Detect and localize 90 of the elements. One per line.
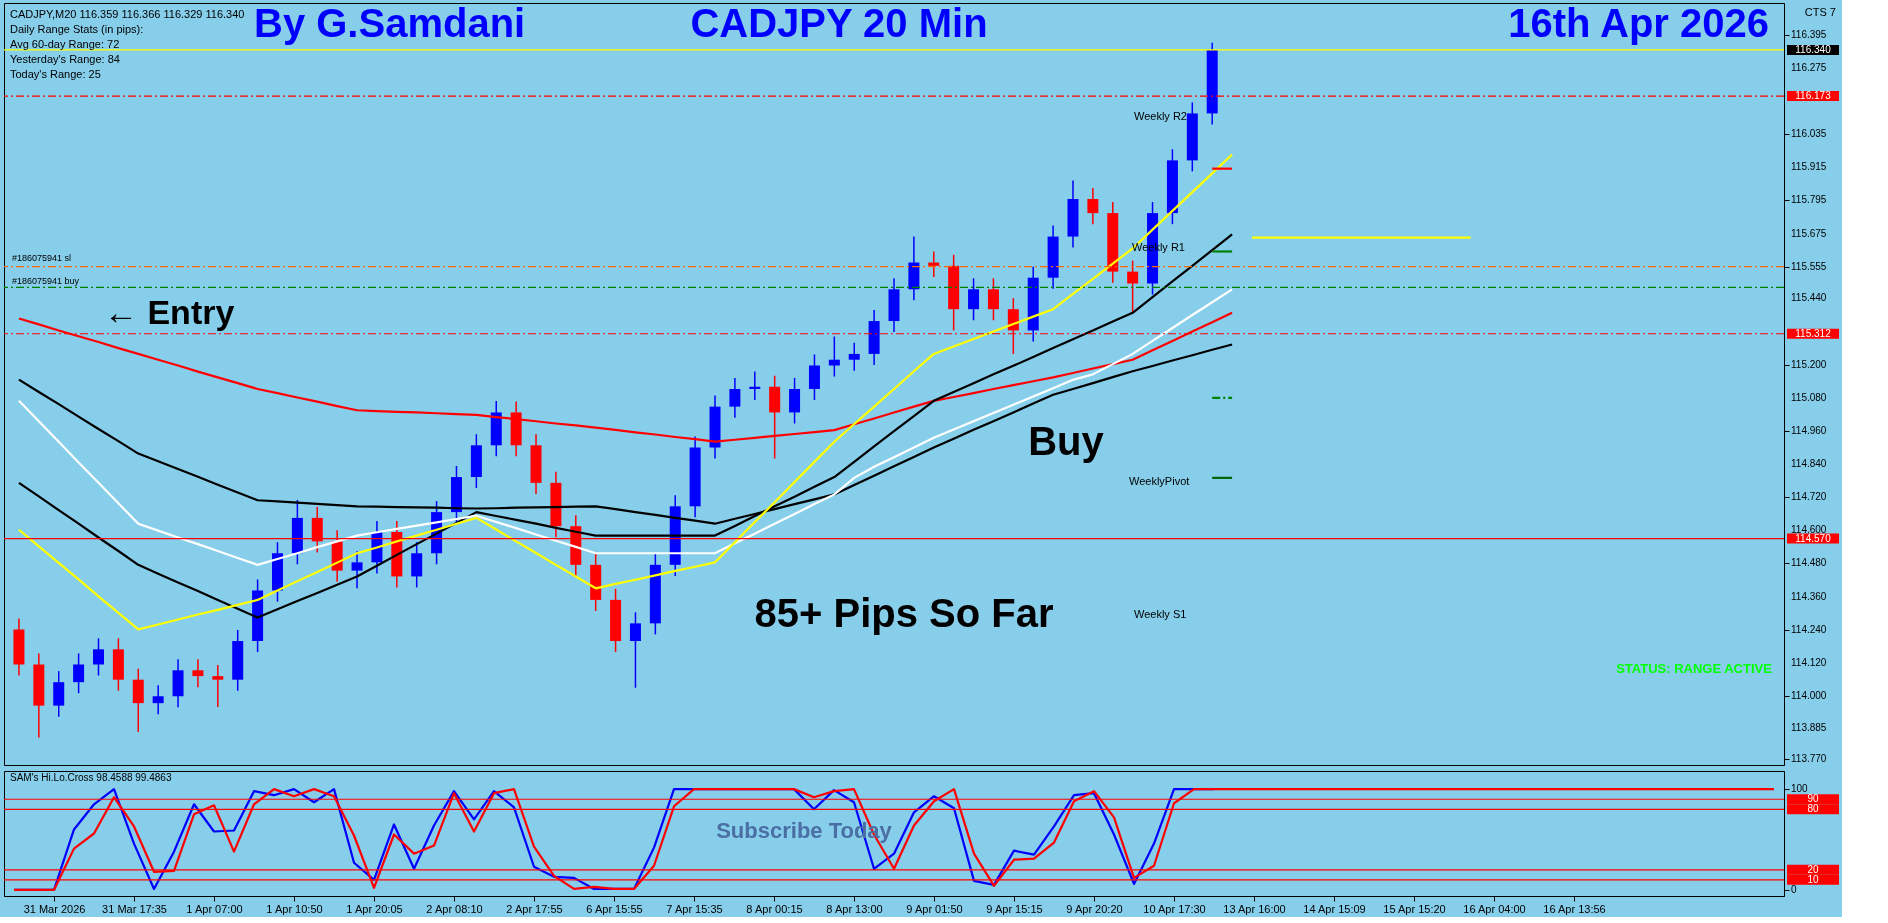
ref-line-label: 116.340 <box>1795 43 1832 55</box>
x-tick-label: 16 Apr 13:56 <box>1543 902 1606 915</box>
candlestick <box>73 652 85 694</box>
y-tick-label: 100 <box>1791 783 1809 795</box>
candlestick <box>192 658 204 688</box>
y-tick-label: 114.120 <box>1791 656 1827 668</box>
ref-line-label: 80 <box>1807 803 1819 815</box>
y-tick-label: 115.440 <box>1791 292 1827 304</box>
candlestick <box>848 342 860 372</box>
y-tick-label: 115.915 <box>1791 161 1827 173</box>
y-tick-label: 113.770 <box>1791 753 1827 765</box>
x-tick-label: 1 Apr 10:50 <box>266 902 323 915</box>
ref-line-label: 116.173 <box>1795 90 1832 102</box>
x-tick-label: 14 Apr 15:09 <box>1303 902 1366 915</box>
annotation: CADJPY 20 Min <box>690 1 988 45</box>
x-tick-label: 8 Apr 00:15 <box>746 902 803 915</box>
annotation: Weekly R2 <box>1134 110 1187 122</box>
x-tick-label: 9 Apr 15:15 <box>986 902 1043 915</box>
y-tick-label: 0 <box>1791 883 1797 895</box>
line-series <box>17 288 1234 566</box>
annotation: Weekly S1 <box>1134 608 1187 620</box>
y-tick-label: 115.200 <box>1791 358 1827 370</box>
y-tick-label: 115.795 <box>1791 194 1827 206</box>
x-tick-label: 16 Apr 04:00 <box>1463 902 1526 915</box>
candlestick <box>928 250 940 278</box>
annotation: Yesterday's Range: 84 <box>10 53 120 65</box>
ref-line-label: 115.312 <box>1795 327 1832 339</box>
candlestick <box>629 611 641 689</box>
candlestick <box>53 670 65 718</box>
annotation: Avg 60-day Range: 72 <box>10 38 120 50</box>
annotation: Buy <box>1028 419 1105 463</box>
candlestick <box>808 353 820 401</box>
x-tick-label: 6 Apr 15:55 <box>586 902 643 915</box>
candlestick <box>1127 259 1139 314</box>
candlestick <box>152 684 164 715</box>
candlestick <box>92 637 104 677</box>
x-tick-label: 1 Apr 20:05 <box>346 902 403 915</box>
annotation: Daily Range Stats (in pips): <box>10 23 144 35</box>
annotation: WeeklyPivot <box>1129 475 1190 487</box>
y-tick-label: 114.960 <box>1791 424 1827 436</box>
x-tick-label: 7 Apr 15:35 <box>666 902 723 915</box>
candlestick <box>1087 187 1099 225</box>
y-tick-label: 114.240 <box>1791 623 1827 635</box>
y-tick-label: 114.720 <box>1791 491 1827 503</box>
candlestick <box>212 664 224 708</box>
x-tick-label: 31 Mar 2026 <box>23 902 86 915</box>
y-tick-label: 115.555 <box>1791 260 1827 272</box>
candlestick <box>789 377 801 425</box>
annotation: #186075941 sl <box>12 253 72 263</box>
y-tick-label: 116.035 <box>1791 128 1827 140</box>
x-tick-label: 2 Apr 08:10 <box>426 902 483 915</box>
candlestick <box>987 277 999 321</box>
annotation: ← Entry <box>104 293 235 331</box>
y-tick-label: 116.275 <box>1791 61 1827 73</box>
y-tick-label: 115.080 <box>1791 391 1827 403</box>
y-tick-label: 114.360 <box>1791 590 1827 602</box>
annotation: CADJPY,M20 116.359 116.366 116.329 116.340 <box>10 8 245 20</box>
x-tick-label: 8 Apr 13:00 <box>826 902 883 915</box>
candlestick <box>968 277 980 321</box>
y-tick-label: 115.675 <box>1791 227 1827 239</box>
x-tick-label: 2 Apr 17:55 <box>506 902 563 915</box>
y-tick-label: 114.480 <box>1791 557 1827 569</box>
annotation: By G.Samdani <box>254 1 526 45</box>
x-tick-label: 31 Mar 17:35 <box>102 902 167 915</box>
ref-line-label: 90 <box>1807 793 1819 805</box>
annotation: Today's Range: 25 <box>10 68 101 80</box>
ref-line-label: 10 <box>1807 873 1819 885</box>
ref-line-label: 20 <box>1807 863 1819 875</box>
text: CTS 7 <box>1804 6 1836 18</box>
x-tick-label: 13 Apr 16:00 <box>1223 902 1286 915</box>
x-tick-label: 1 Apr 07:00 <box>186 902 243 915</box>
annotation: 85+ Pips So Far <box>754 591 1054 635</box>
x-tick-label: 9 Apr 01:50 <box>906 902 963 915</box>
candlestick <box>749 370 761 401</box>
candlestick <box>132 667 144 733</box>
x-tick-label: 9 Apr 20:20 <box>1066 902 1123 915</box>
annotation: STATUS: RANGE ACTIVE <box>1616 661 1773 676</box>
annotation: SAM's Hi.Lo.Cross 98.4588 99.4863 <box>10 772 172 783</box>
candlestick <box>411 541 423 589</box>
candlestick <box>729 377 741 419</box>
annotation: #186075941 buy <box>12 276 80 286</box>
y-tick-label: 113.885 <box>1791 721 1827 733</box>
candlestick <box>828 335 840 378</box>
annotation: 16th Apr 2026 <box>1508 1 1769 45</box>
candlestick <box>351 550 363 590</box>
x-tick-label: 15 Apr 15:20 <box>1383 902 1446 915</box>
y-tick-label: 114.840 <box>1791 458 1827 470</box>
x-tick-label: 10 Apr 17:30 <box>1143 902 1206 915</box>
y-tick-label: 114.000 <box>1791 689 1827 701</box>
y-tick-label: 116.395 <box>1791 28 1827 40</box>
